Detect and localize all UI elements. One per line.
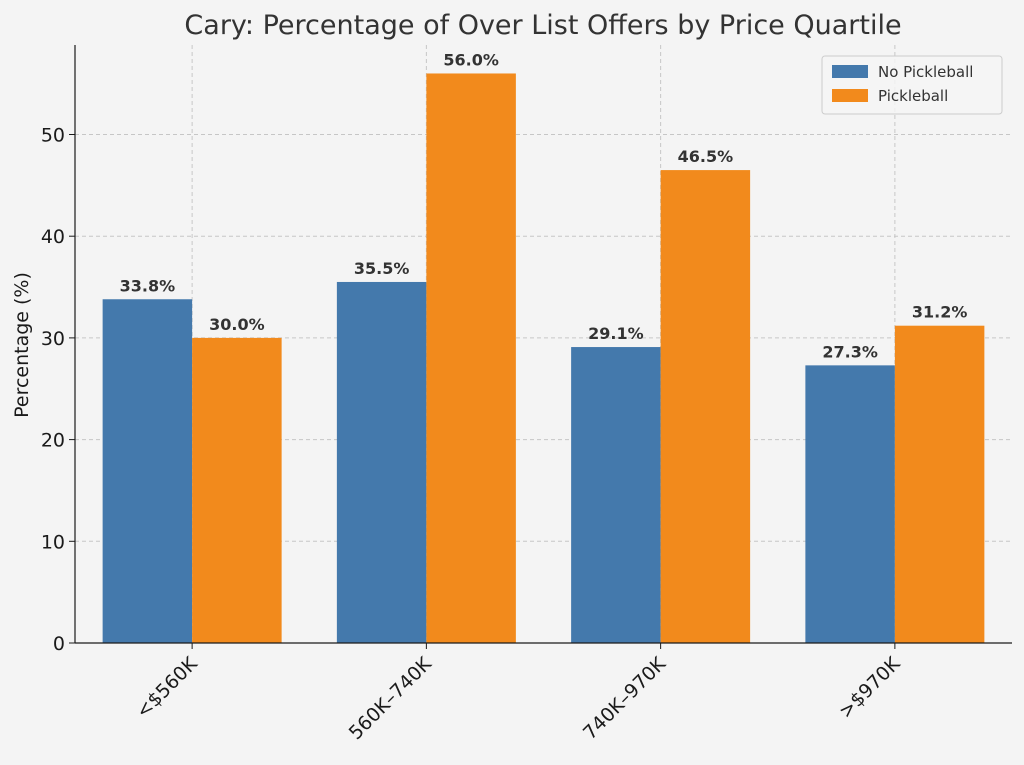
legend-swatch bbox=[832, 89, 868, 102]
legend: No Pickleball Pickleball bbox=[821, 55, 1003, 115]
bar-data-label: 35.5% bbox=[354, 259, 410, 278]
y-tick-label: 50 bbox=[41, 124, 65, 146]
bar-data-label: 33.8% bbox=[120, 276, 176, 295]
y-axis-label: Percentage (%) bbox=[11, 272, 33, 418]
y-tick-label: 20 bbox=[41, 430, 65, 452]
bar-pickleball bbox=[192, 337, 282, 643]
bar-no-pickleball bbox=[102, 299, 193, 643]
bar-data-label: 31.2% bbox=[912, 303, 968, 322]
bar-pickleball bbox=[660, 170, 751, 643]
bars-layer: 33.8% 35.5% 29.1% 27.3% 30.0% 56.0% 46.5% 31.2% bbox=[102, 50, 985, 643]
chart-title: Cary: Percentage of Over List Offers by … bbox=[184, 10, 901, 41]
bar-data-label: 29.1% bbox=[588, 324, 644, 343]
bar-no-pickleball bbox=[336, 281, 427, 643]
y-tick-label: 30 bbox=[41, 328, 65, 350]
legend-swatch bbox=[832, 65, 868, 78]
y-tick-label: 0 bbox=[53, 633, 65, 655]
bar-no-pickleball bbox=[571, 347, 661, 643]
bar-pickleball bbox=[426, 73, 516, 643]
legend-label: No Pickleball bbox=[878, 63, 973, 81]
bar-pickleball bbox=[894, 325, 985, 643]
bar-data-label: 30.0% bbox=[209, 315, 265, 334]
bar-data-label: 27.3% bbox=[822, 342, 878, 361]
bar-data-label: 46.5% bbox=[678, 147, 734, 166]
y-tick-label: 40 bbox=[41, 226, 65, 248]
y-tick-label: 10 bbox=[41, 531, 65, 553]
bar-no-pickleball bbox=[805, 365, 895, 643]
bar-data-label: 56.0% bbox=[443, 50, 499, 69]
legend-label: Pickleball bbox=[878, 87, 948, 105]
